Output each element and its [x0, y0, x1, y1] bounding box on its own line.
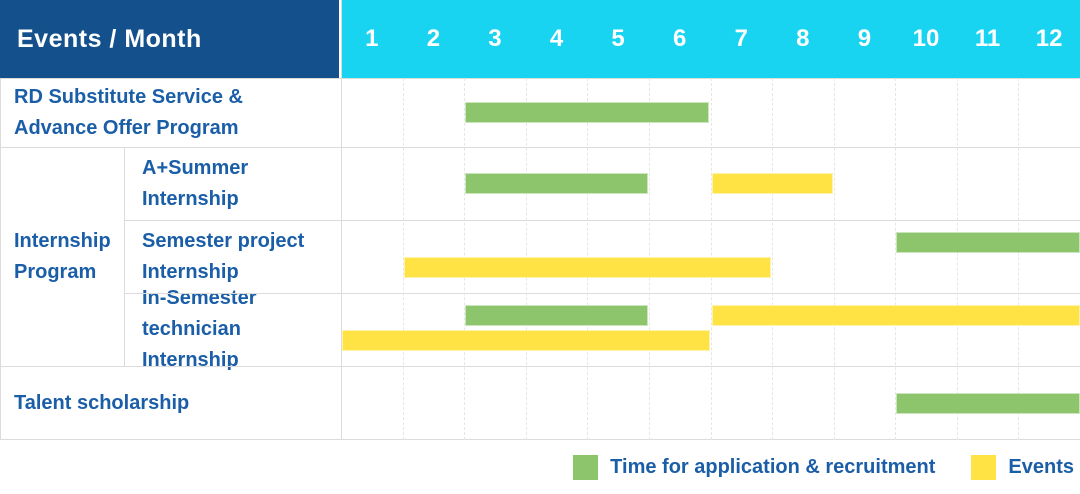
- month-header: 4: [549, 25, 564, 52]
- legend-label-application: Time for application & recruitment: [610, 455, 936, 478]
- row-label-talent-scholarship: Talent scholarship: [14, 391, 190, 414]
- month-gridline: [834, 78, 835, 440]
- gantt-bar-event: [711, 305, 1080, 326]
- month-header: 3: [488, 25, 502, 52]
- row-label-in-semester: In-Semester technician Internship: [142, 287, 257, 371]
- column-divider: [0, 78, 1, 440]
- legend-item-application: Time for application & recruitment: [573, 454, 936, 480]
- month-header: 6: [673, 25, 687, 52]
- row-divider: [0, 366, 1080, 367]
- month-gridline: [403, 78, 404, 440]
- month-gridline: [772, 78, 773, 440]
- group-label-internship-program: Internship Program: [14, 229, 111, 283]
- month-header: 8: [796, 25, 810, 52]
- month-header: 7: [734, 25, 748, 52]
- month-header: 1: [365, 25, 379, 52]
- row-label-rd-substitute: RD Substitute Service & Advance Offer Pr…: [14, 85, 243, 139]
- gantt-bar-event: [342, 330, 710, 351]
- column-divider: [341, 0, 342, 440]
- month-header: 5: [611, 25, 625, 52]
- row-divider: [124, 293, 1080, 294]
- row-divider: [0, 439, 1080, 440]
- gantt-bar-event: [403, 257, 772, 278]
- gantt-bar-application: [465, 102, 710, 123]
- gantt-bar-application: [465, 305, 648, 326]
- column-divider: [124, 147, 125, 366]
- gantt-bar-application: [896, 393, 1080, 414]
- row-label-a-summer: A+Summer Internship: [142, 156, 249, 210]
- row-divider: [124, 220, 1080, 221]
- month-gridline: [1018, 78, 1019, 440]
- month-header: 2: [426, 25, 441, 52]
- legend-label-events: Events: [1008, 455, 1074, 478]
- application-swatch-icon: [573, 454, 599, 480]
- month-header: 9: [857, 25, 872, 52]
- gantt-bar-application: [465, 173, 648, 194]
- header-title-cell: Events / Month: [0, 0, 339, 78]
- month-header-strip: 1 2 3 4 5 6 7 8 9 10 11 12: [341, 0, 1080, 78]
- legend-item-events: Events: [971, 454, 1074, 480]
- row-divider: [0, 147, 1080, 148]
- events-swatch-icon: [971, 454, 997, 480]
- month-gridline: [957, 78, 958, 440]
- legend: Time for application & recruitment Event…: [0, 440, 1074, 494]
- row-label-semester-project: Semester project Internship: [142, 229, 305, 283]
- row-divider: [0, 78, 1080, 79]
- month-header: 10: [912, 25, 940, 52]
- gantt-bar-application: [896, 232, 1080, 253]
- month-header: 11: [974, 25, 1001, 52]
- month-header: 12: [1035, 25, 1063, 52]
- month-gridline: [895, 78, 896, 440]
- gantt-bar-event: [711, 173, 833, 194]
- header-title: Events / Month: [17, 24, 202, 53]
